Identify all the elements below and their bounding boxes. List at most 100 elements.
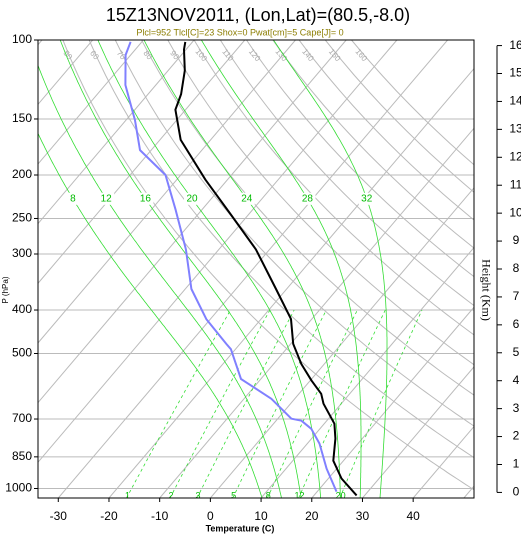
- x-tick-label: -30: [50, 509, 68, 523]
- dry-adiabat: [167, 40, 474, 366]
- mixing-ratio-label: 1: [125, 491, 130, 501]
- profiles: [124, 41, 358, 497]
- label-bg: [98, 192, 115, 205]
- moist-adiabat: [38, 64, 282, 498]
- isotherm: [159, 127, 474, 498]
- moist-adiabat-label: 12: [101, 193, 113, 204]
- dry-adiabat-label: 120: [247, 47, 263, 63]
- x-tick-label: 10: [254, 509, 268, 523]
- moist-adiabat: [38, 132, 263, 498]
- isotherm: [362, 366, 474, 498]
- temperature-line: [174, 41, 358, 497]
- y-tick-label: 250: [12, 211, 32, 225]
- isotherm: [38, 40, 43, 46]
- moist-adiabat-label: 24: [241, 193, 253, 204]
- x-tick-label: -10: [151, 509, 169, 523]
- label-bg: [184, 192, 201, 205]
- mixing-ratio-label: 12: [294, 491, 304, 501]
- isotherm: [38, 40, 94, 106]
- isotherm: [108, 67, 474, 498]
- mixing-ratio-line: [232, 309, 327, 498]
- y-tick-label: 150: [12, 111, 32, 125]
- dry-adiabat-label: 150: [327, 47, 343, 63]
- mixing-ratio-line: [267, 309, 358, 498]
- y-tick-label: 400: [12, 302, 32, 316]
- y-tick-label: 500: [12, 346, 32, 360]
- dry-adiabat: [246, 40, 474, 278]
- label-bg: [137, 192, 154, 205]
- y2-tick-label: 6: [513, 317, 520, 331]
- moist-adiabat-label: 20: [186, 193, 198, 204]
- y2-tick-label: 2: [513, 429, 520, 443]
- y2-tick-label: 4: [513, 373, 520, 387]
- isotherm: [311, 306, 474, 498]
- mixing-ratio-label: 3: [195, 491, 200, 501]
- dry-adiabat: [141, 40, 474, 396]
- mixing-ratio-line: [196, 309, 295, 498]
- x-tick-label: 20: [305, 509, 319, 523]
- isotherm: [57, 40, 448, 498]
- moist-adiabat: [59, 40, 302, 498]
- moist-adiabat: [143, 40, 341, 498]
- y-tick-label: 200: [12, 167, 32, 181]
- moist-adiabat-label: 16: [140, 193, 152, 204]
- y2-tick-label: 0: [513, 485, 520, 499]
- x-tick-label: -20: [100, 509, 118, 523]
- label-bg: [358, 192, 375, 205]
- isotherm: [38, 40, 398, 464]
- y2-tick-label: 7: [513, 289, 520, 303]
- plot-frame: [37, 39, 475, 499]
- dry-adiabat: [272, 40, 474, 249]
- y2-tick-label: 14: [509, 94, 521, 108]
- label-bg: [299, 192, 316, 205]
- isotherm: [38, 40, 296, 344]
- isotherm: [38, 40, 246, 285]
- y2-axis-label: Height (Km): [479, 259, 493, 321]
- y-tick-label: 700: [12, 411, 32, 425]
- isotherm: [38, 40, 144, 165]
- y2-tick-label: 3: [513, 401, 520, 415]
- dry-adiabat: [88, 40, 474, 459]
- y2-tick-label: 11: [510, 177, 521, 191]
- y-tick-label: 1000: [5, 481, 32, 495]
- label-bg: [64, 192, 81, 205]
- mixing-ratio-label: 8: [266, 491, 271, 501]
- label-bg: [238, 192, 255, 205]
- mixing-ratio-label: 20: [336, 491, 346, 501]
- mixing-ratio-label: 5: [231, 491, 236, 501]
- dry-adiabat-label: 60: [88, 49, 101, 62]
- y-tick-label: 300: [12, 246, 32, 260]
- dry-adiabat: [193, 40, 474, 336]
- y2-tick-label: 16: [509, 38, 521, 52]
- chart-subtitle: Plcl=952 Tlcl[C]=23 Shox=0 Pwat[cm]=5 Ca…: [136, 27, 343, 37]
- x-tick-label: 0: [207, 509, 214, 523]
- dry-adiabat: [62, 40, 474, 491]
- moist-adiabat-label: 32: [361, 193, 373, 204]
- isotherm: [38, 40, 195, 225]
- mixing-ratio-label: 2: [168, 491, 173, 501]
- y2-tick-label: 5: [513, 345, 520, 359]
- y2-tick-label: 1: [513, 457, 520, 471]
- isotherm: [260, 246, 474, 498]
- moist-adiabat: [201, 40, 362, 498]
- isotherm: [412, 425, 474, 498]
- isotherm: [38, 40, 347, 404]
- moist-adiabat: [273, 40, 388, 498]
- mixing-ratio-line: [298, 309, 386, 498]
- dry-adiabat-label: 140: [300, 47, 316, 63]
- chart-title: 15Z13NOV2011, (Lon,Lat)=(80.5,-8.0): [106, 5, 410, 25]
- mixing-ratio-line: [126, 309, 231, 498]
- x-tick-label: 30: [356, 509, 370, 523]
- dry-adiabat: [351, 40, 474, 166]
- mixing-ratio-line: [339, 309, 423, 498]
- dry-adiabat-label: 160: [354, 47, 370, 63]
- y-tick-label: 100: [12, 32, 32, 46]
- y-tick-label: 850: [12, 449, 32, 463]
- dewpoint-line: [124, 41, 338, 492]
- y2-tick-label: 15: [509, 66, 521, 80]
- x-tick-label: 40: [406, 509, 420, 523]
- y-axis-label: P (hPa): [1, 276, 10, 303]
- y2-tick-label: 10: [509, 205, 521, 219]
